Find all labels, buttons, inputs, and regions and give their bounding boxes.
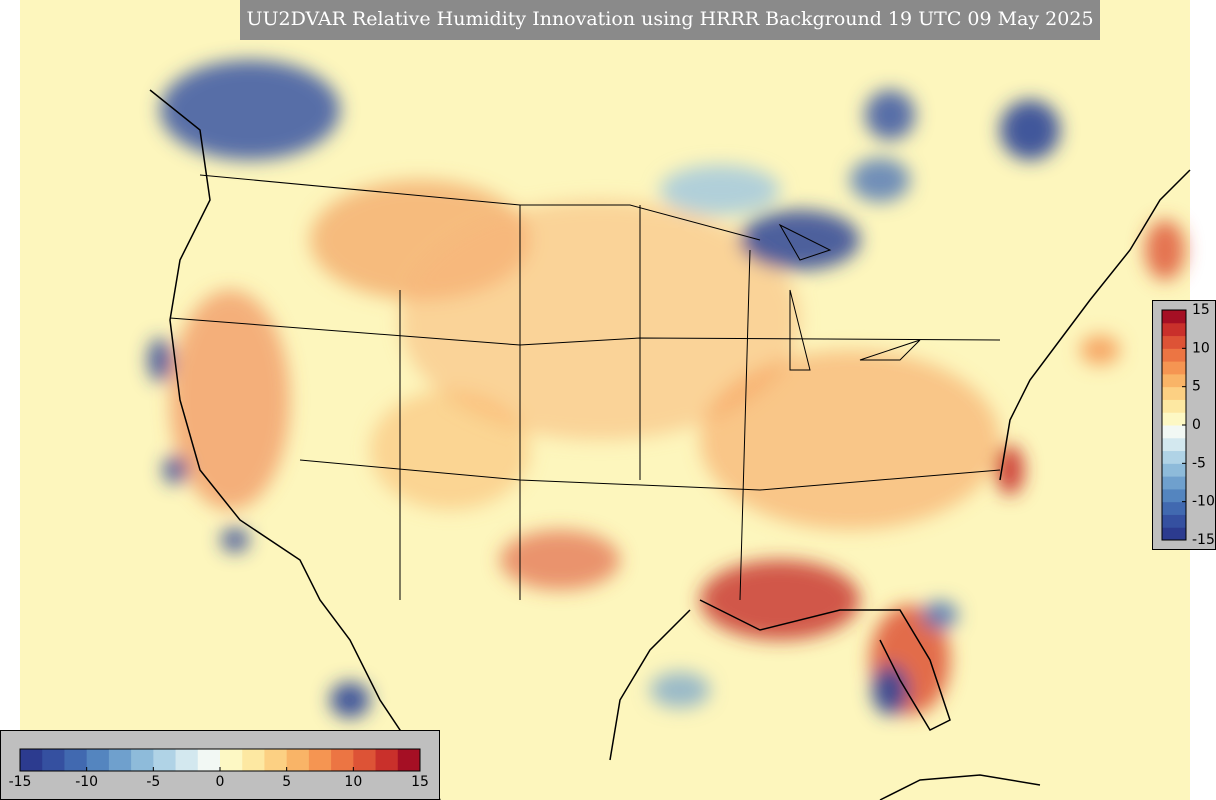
colorbar-swatch: [197, 749, 221, 771]
colorbar-swatch: [1162, 527, 1186, 541]
colorbar-tick-label: 5: [282, 774, 291, 790]
colorbar-swatch: [1162, 425, 1186, 439]
colorbar-swatch: [1162, 322, 1186, 337]
colorbar-tick-label: 0: [1192, 417, 1201, 433]
colorbars: -15 -10 -5 0 5 10 15 15 10 5 0 -5 -10 -15: [9, 302, 1215, 790]
colorbar-swatch: [64, 749, 88, 771]
colorbar-swatch: [108, 749, 132, 771]
colorbar-swatch: [42, 749, 65, 771]
colorbar-swatch: [1162, 310, 1186, 324]
colorbar-swatch: [1162, 399, 1186, 413]
colorbar-tick-label: -15: [9, 774, 32, 790]
colorbar-swatch: [1162, 386, 1186, 400]
colorbar-swatch: [242, 749, 265, 771]
colorbar-tick-label: -10: [1192, 494, 1215, 510]
colorbar-swatch: [1162, 463, 1186, 477]
colorbar-swatch: [397, 749, 421, 771]
colorbar-swatch: [1162, 335, 1186, 349]
colorbar-swatch: [220, 749, 243, 771]
colorbar-swatch: [1162, 501, 1186, 515]
borders: [149, 89, 1191, 800]
colorbar-tick-label: 15: [1192, 302, 1210, 318]
colorbar-swatch: [1162, 348, 1186, 362]
colorbar-swatch: [353, 749, 377, 771]
colorbar-tick-label: 0: [216, 774, 225, 790]
colorbar-swatch: [308, 749, 332, 771]
humidity-field: [148, 60, 1185, 718]
colorbar-swatch: [1162, 488, 1186, 503]
colorbar-swatch: [1162, 476, 1186, 490]
colorbar-tick-label: 15: [411, 774, 429, 790]
colorbar-tick-label: -10: [75, 774, 98, 790]
colorbar-tick-label: -15: [1192, 532, 1215, 548]
colorbar-swatch: [1162, 514, 1186, 528]
colorbar-swatch: [264, 749, 288, 771]
colorbar-tick-label: 10: [344, 774, 362, 790]
colorbar-swatch: [375, 749, 399, 771]
colorbar-swatch: [1162, 450, 1186, 464]
title-box: [240, 0, 1100, 40]
colorbar-swatch: [175, 749, 199, 771]
colorbar-swatch: [1162, 361, 1186, 375]
colorbar-swatch: [1162, 437, 1186, 452]
colorbar-swatch: [153, 749, 177, 771]
colorbar-swatch: [131, 749, 154, 771]
colorbar-swatch: [286, 749, 310, 771]
map-title: UU2DVAR Relative Humidity Innovation usi…: [246, 8, 1093, 30]
colorbar-swatch: [86, 749, 110, 771]
colorbar-swatch: [20, 749, 43, 771]
colorbar-tick-label: -5: [1192, 455, 1206, 471]
colorbar-tick-label: 10: [1192, 340, 1210, 356]
map-area: [20, 0, 1191, 800]
colorbar-tick-label: -5: [146, 774, 160, 790]
colorbar-tick-label: 5: [1192, 379, 1201, 395]
colorbar-swatch: [1162, 412, 1186, 426]
colorbar-swatch: [1162, 373, 1186, 388]
colorbar-swatch: [331, 749, 354, 771]
